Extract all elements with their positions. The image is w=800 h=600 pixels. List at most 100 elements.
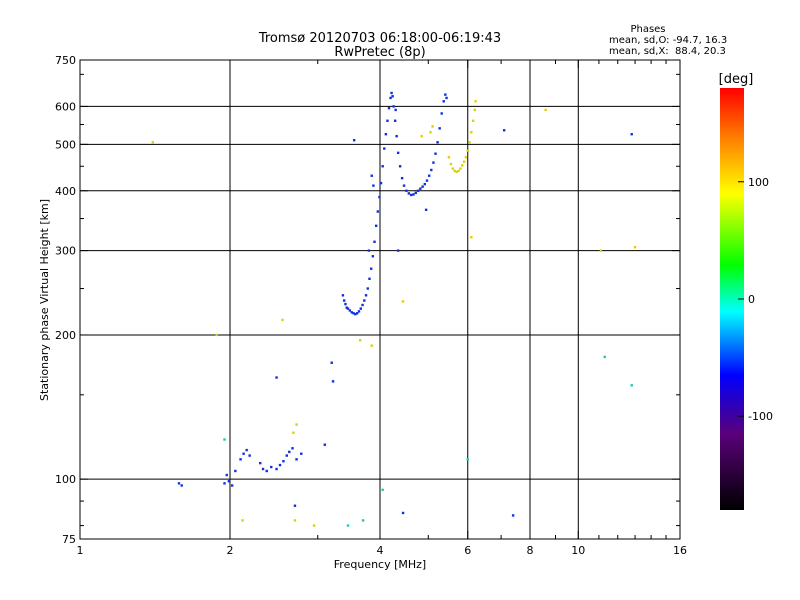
data-point — [470, 131, 473, 134]
data-point — [282, 460, 285, 463]
data-point — [151, 141, 155, 144]
data-point — [451, 167, 455, 170]
data-point — [285, 454, 288, 457]
data-point — [390, 91, 393, 95]
data-point — [630, 384, 633, 387]
data-point — [470, 235, 473, 239]
data-point — [363, 299, 366, 302]
data-point — [459, 167, 462, 170]
data-point — [275, 467, 278, 471]
x-tick-label: 4 — [377, 544, 384, 557]
y-tick-label: 400 — [55, 185, 76, 198]
y-tick-label: 200 — [55, 329, 76, 342]
data-point — [438, 127, 441, 130]
x-tick-label: 8 — [527, 544, 534, 557]
colorbar-tick-label: -100 — [748, 410, 773, 423]
legend-title: Phases — [630, 24, 665, 35]
chart-title: Tromsø 20120703 06:18:00-06:19:43 — [258, 31, 501, 46]
data-point — [265, 469, 268, 473]
data-point — [330, 361, 333, 364]
data-point — [215, 333, 218, 337]
data-point — [471, 119, 475, 122]
grid-lines — [80, 60, 680, 539]
data-point — [544, 108, 547, 112]
data-point — [270, 465, 273, 469]
data-point — [420, 134, 423, 138]
data-point — [344, 302, 347, 306]
data-point — [440, 112, 443, 115]
data-point — [323, 443, 327, 446]
data-point — [474, 100, 477, 103]
chart-subtitle: RwPretec (8p) — [334, 45, 425, 60]
data-point — [361, 303, 364, 307]
x-tick-label: 6 — [464, 544, 471, 557]
y-axis: 75 100 200 300 400 500 600 750 — [55, 54, 680, 546]
data-point — [373, 240, 376, 243]
data-point — [350, 311, 353, 314]
data-point — [431, 125, 434, 128]
data-point — [241, 519, 244, 522]
y-tick-label: 100 — [55, 473, 76, 486]
data-point — [346, 524, 350, 527]
data-point — [421, 185, 424, 188]
colorbar-tick-label: 0 — [748, 293, 755, 306]
y-axis-label: Stationary phase Virtual Height [km] — [38, 199, 51, 401]
legend-x-stats: mean, sd,X: 88.4, 20.3 — [609, 46, 726, 57]
data-point — [180, 484, 183, 487]
data-point — [248, 454, 251, 457]
data-point — [331, 380, 335, 383]
data-point — [444, 93, 447, 96]
data-point — [225, 473, 228, 477]
data-point — [376, 210, 380, 213]
data-point — [429, 131, 432, 134]
colorbar-ticks: 100 0 -100 — [738, 176, 773, 423]
data-point — [405, 189, 408, 192]
data-point — [368, 277, 371, 280]
data-point — [348, 309, 352, 312]
legend-o-stats: mean, sd,O: -94.7, 16.3 — [609, 35, 727, 46]
data-point — [352, 139, 356, 142]
colorbar-label: [deg] — [719, 72, 754, 87]
data-point — [355, 312, 359, 315]
data-point — [374, 224, 378, 228]
x-tick-label: 1 — [77, 544, 84, 557]
data-point — [261, 467, 265, 471]
data-point — [369, 267, 373, 270]
x-tick-label: 10 — [571, 544, 585, 557]
data-point — [419, 187, 422, 190]
data-point — [442, 100, 445, 103]
data-point — [407, 192, 411, 195]
data-point — [341, 294, 345, 297]
data-point — [414, 191, 418, 195]
data-point — [357, 310, 361, 313]
data-point — [423, 182, 426, 186]
data-point — [461, 164, 464, 167]
data-point — [392, 105, 395, 108]
data-point — [473, 108, 477, 112]
data-points — [151, 91, 637, 527]
y-tick-label: 750 — [55, 54, 76, 67]
data-point — [364, 294, 368, 297]
data-point — [603, 355, 606, 359]
data-point — [455, 170, 458, 174]
data-point — [391, 95, 394, 98]
data-point — [449, 162, 453, 166]
data-point — [409, 193, 413, 197]
data-point — [379, 181, 383, 185]
y-tick-label: 300 — [55, 245, 76, 258]
data-point — [352, 312, 355, 315]
data-point — [354, 312, 357, 316]
data-point — [464, 156, 468, 159]
data-point — [396, 151, 400, 155]
data-point — [383, 147, 386, 150]
data-point — [371, 255, 375, 258]
data-point — [293, 504, 297, 507]
data-point — [425, 179, 429, 182]
data-point — [386, 119, 389, 122]
data-point — [633, 245, 637, 249]
data-point — [396, 249, 400, 252]
data-point — [345, 306, 348, 309]
data-point — [398, 165, 402, 168]
data-point — [295, 423, 298, 426]
data-point — [445, 96, 448, 100]
